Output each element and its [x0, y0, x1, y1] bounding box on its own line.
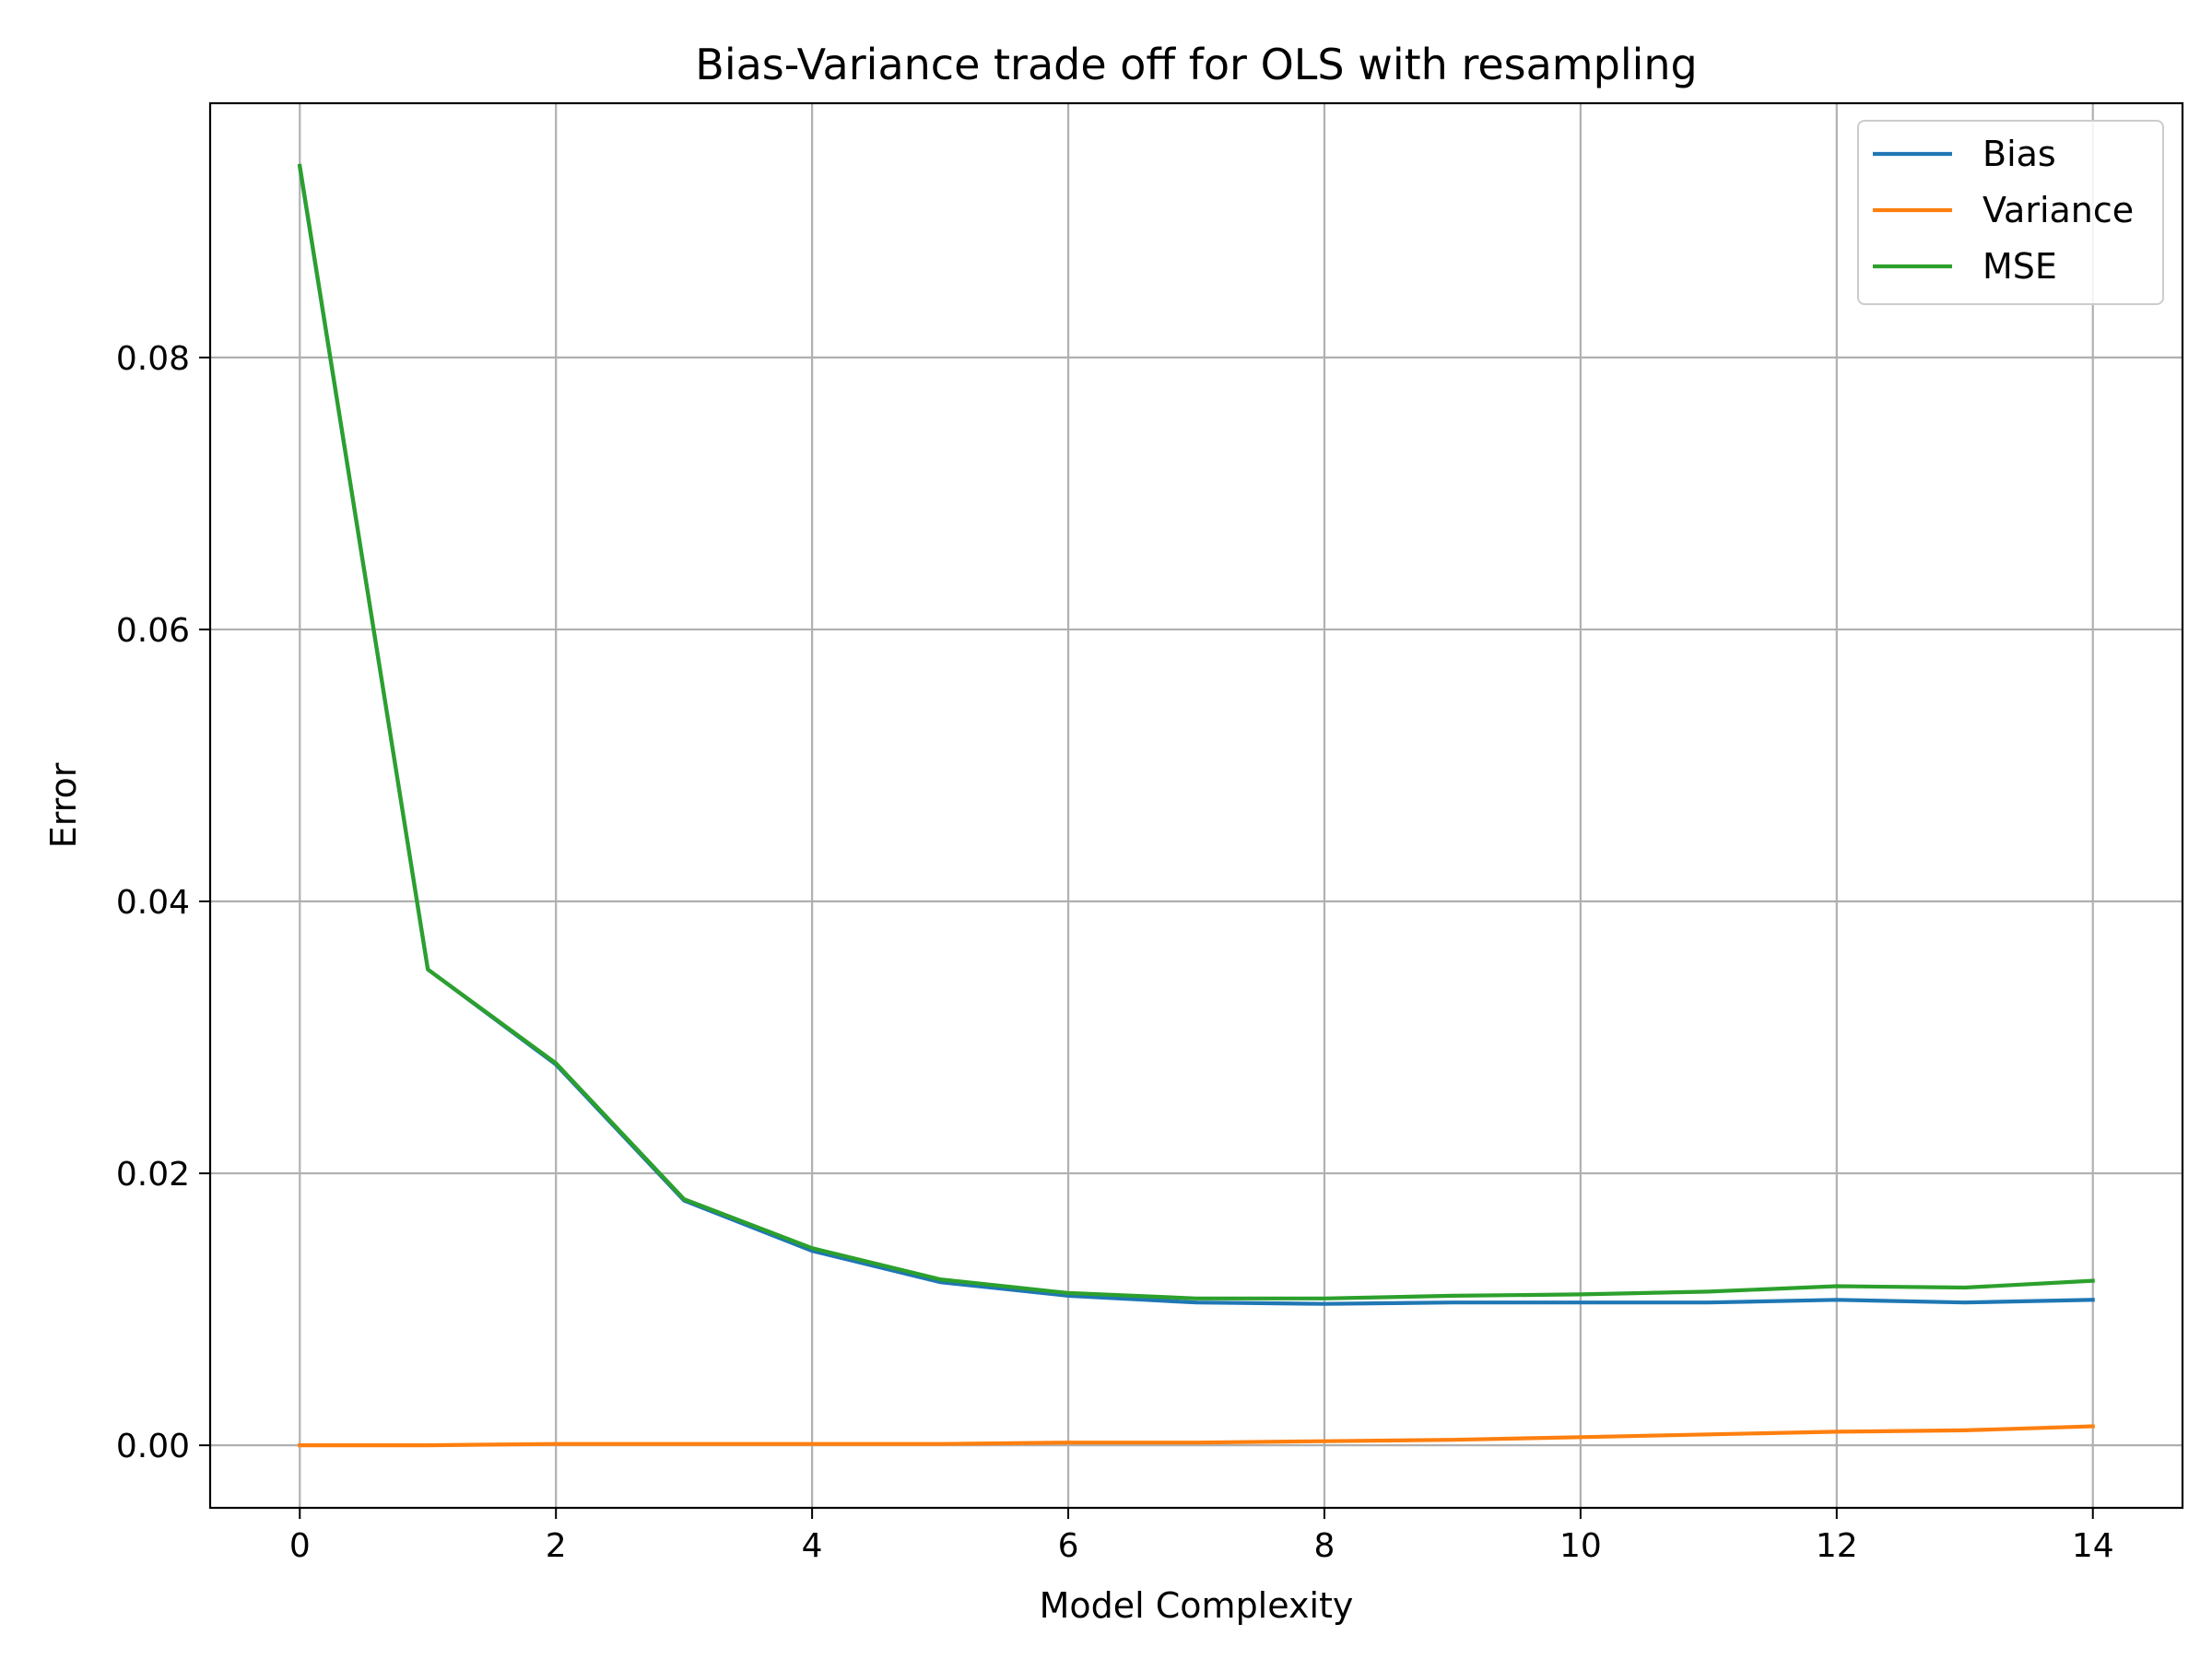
legend-box [1857, 120, 2164, 305]
y-tick-label: 0.06 [116, 612, 190, 650]
x-axis-label: Model Complexity [1040, 1585, 1354, 1626]
x-tick-label: 12 [1816, 1527, 1858, 1565]
series-line-variance [298, 1424, 2095, 1448]
x-tick-label: 0 [289, 1527, 311, 1565]
plot-frame [208, 101, 2184, 1510]
x-tick-label: 6 [1058, 1527, 1079, 1565]
legend-label-mse: MSE [1983, 246, 2057, 287]
y-tick-label: 0.08 [116, 340, 190, 378]
legend: Bias Variance MSE [1857, 120, 2164, 305]
x-axis-ticks: 0 2 4 6 8 10 12 14 [289, 1508, 2114, 1565]
x-tick-label: 10 [1559, 1527, 1602, 1565]
x-tick-label: 8 [1314, 1527, 1335, 1565]
y-axis-ticks: 0.00 0.02 0.04 0.06 0.08 [116, 340, 210, 1465]
legend-label-variance: Variance [1983, 190, 2134, 230]
y-axis-label: Error [43, 762, 84, 848]
series-lines [297, 163, 2095, 1448]
x-tick-label: 14 [2072, 1527, 2114, 1565]
chart-title: Bias-Variance trade off for OLS with res… [695, 40, 1697, 89]
x-tick-label: 4 [802, 1527, 823, 1565]
x-tick-label: 2 [546, 1527, 567, 1565]
y-tick-label: 0.02 [116, 1156, 190, 1194]
series-line-mse [297, 163, 2095, 1300]
y-tick-label: 0.04 [116, 884, 190, 922]
legend-label-bias: Bias [1983, 134, 2056, 174]
y-tick-label: 0.00 [116, 1428, 190, 1465]
